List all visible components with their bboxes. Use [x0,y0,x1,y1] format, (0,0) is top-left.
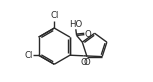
Text: O: O [80,58,87,67]
Text: O: O [83,58,90,67]
Text: Cl: Cl [24,51,32,60]
Text: Cl: Cl [50,11,58,20]
Text: HO: HO [69,20,82,29]
Text: O: O [85,30,91,39]
